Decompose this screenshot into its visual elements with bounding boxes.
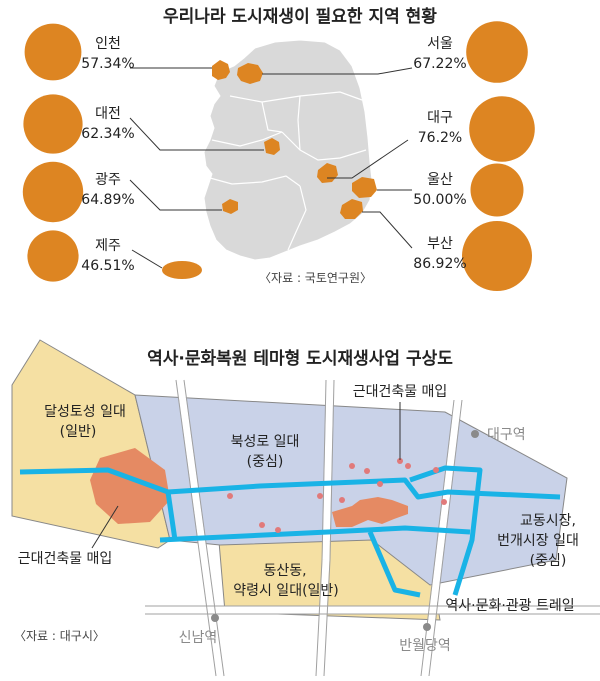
daejeon-bubble (23, 94, 83, 154)
leader-daegu (327, 139, 409, 179)
seoul-value: 67.22% (413, 56, 466, 72)
dalseong-site (90, 448, 170, 524)
dalseong-sub-label: (일반) (60, 424, 97, 440)
gyodong-sub-label: (중심) (530, 553, 567, 569)
incheon-area (212, 60, 230, 80)
incheon-value: 57.34% (81, 56, 134, 72)
dalseong-label: 달성토성 일대 (44, 404, 126, 420)
trail-route (19, 465, 561, 598)
busan-bubble (462, 221, 532, 291)
top-source: 〈자료 : 국토연구원〉 (259, 271, 372, 285)
daegu-name: 대구 (427, 110, 453, 126)
daejeon-area (264, 138, 280, 155)
ulsan-bubble (470, 163, 524, 217)
bottom-source: 〈자료 : 대구시〉 (14, 629, 105, 643)
daejeon-value: 62.34% (81, 126, 134, 142)
daegu-bubble (469, 96, 535, 162)
province-boundaries (209, 91, 367, 251)
gwangju-name: 광주 (95, 172, 121, 188)
bottom-title: 역사·문화복원 테마형 도시재생사업 구상도 (147, 348, 453, 369)
busan-value: 86.92% (413, 256, 466, 272)
gyodong-label-2: 번개시장 일대 (497, 533, 579, 549)
dongsan-label-1: 동산동, (263, 563, 306, 579)
top-title: 우리나라 도시재생이 필요한 지역 현황 (163, 7, 437, 27)
dongsan-label-2: 약령시 일대(일반) (233, 583, 339, 599)
modern-building-top-label: 근대건축물 매입 (353, 384, 448, 400)
ulsan-name: 울산 (427, 172, 453, 188)
seoul-name: 서울 (427, 36, 453, 52)
modern-building-left-label: 근대건축물 매입 (18, 551, 113, 567)
busan-name: 부산 (427, 236, 453, 252)
ulsan-area (352, 177, 377, 198)
sinnam-station-marker (211, 614, 219, 622)
korea-map (162, 39, 373, 279)
seoul-area (237, 63, 263, 84)
region-bubbles: 인천 57.34% 서울 67.22% 대전 62.34% 대구 76.2% 광주 64.89% 울… (22, 21, 535, 291)
zone-leaders (91, 402, 401, 549)
korea-peninsula-shape (203, 39, 373, 261)
seoul-bubble (466, 21, 528, 83)
modern-building-dots (227, 458, 447, 533)
gwangju-bubble (22, 161, 84, 223)
trail-label: 역사·문화·관광 트레일 (445, 598, 574, 614)
gyodong-label-1: 교동시장, (520, 513, 576, 529)
bukseong-site (332, 497, 408, 527)
jeju-value: 46.51% (81, 258, 134, 274)
leader-lines (129, 67, 413, 269)
leader-gwangju (129, 179, 222, 211)
bukseong-sub-label: (중심) (247, 454, 284, 470)
jeju-island (162, 261, 202, 279)
gwangju-value: 64.89% (81, 192, 134, 208)
daejeon-name: 대전 (95, 106, 121, 122)
daegu-value: 76.2% (418, 130, 462, 146)
sinnam-station-label: 신남역 (179, 630, 218, 646)
jeju-name: 제주 (95, 238, 121, 254)
leader-daejeon (129, 117, 264, 151)
ulsan-value: 50.00% (413, 192, 466, 208)
bukseong-label: 북성로 일대 (231, 434, 300, 450)
banwoldang-station-label: 반월당역 (399, 638, 451, 654)
leader-busan (362, 211, 413, 249)
incheon-name: 인천 (95, 36, 121, 52)
jeju-bubble (27, 230, 79, 282)
banwoldang-station-marker (423, 623, 431, 631)
daegu-station-label: 대구역 (487, 427, 526, 443)
busan-area (340, 199, 363, 219)
daegu-station-marker (471, 430, 479, 438)
city-areas (212, 60, 377, 219)
incheon-bubble (24, 23, 82, 81)
roads (145, 379, 600, 677)
gwangju-area (222, 199, 238, 214)
leader-jeju (131, 249, 163, 269)
leader-seoul (262, 67, 413, 75)
